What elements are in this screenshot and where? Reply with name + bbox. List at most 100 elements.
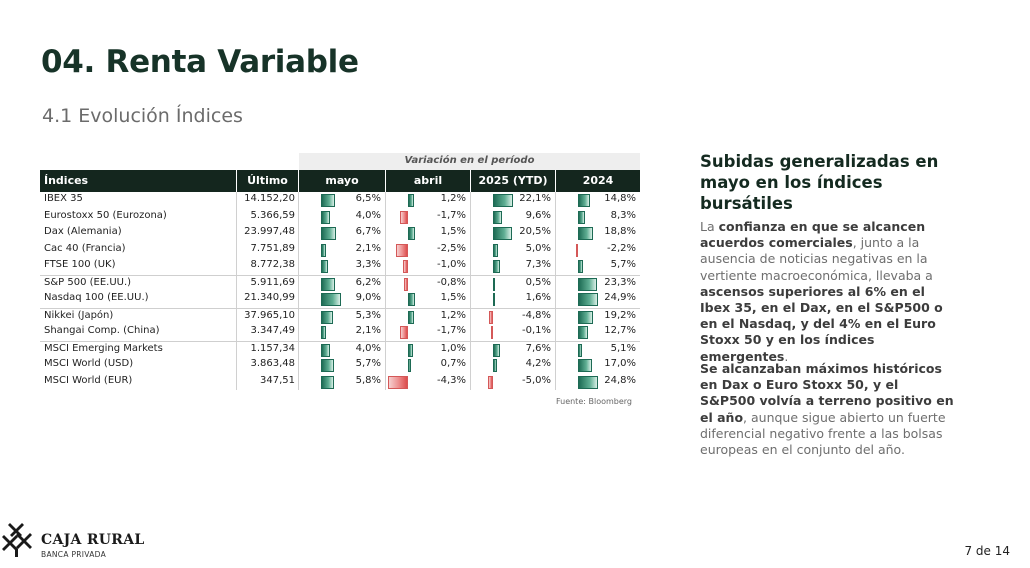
variation-pct: 4,0% — [355, 209, 381, 221]
index-name: Cac 40 (Francia) — [44, 242, 126, 254]
variation-pct: 24,8% — [604, 374, 636, 386]
positive-bar — [408, 227, 415, 240]
last-value: 7.751,89 — [250, 242, 295, 254]
index-name: MSCI World (EUR) — [44, 374, 133, 386]
variation-pct: 17,0% — [604, 358, 636, 369]
positive-bar — [578, 310, 593, 324]
variation-pct: 23,3% — [604, 276, 636, 288]
variation-pct: 1,0% — [440, 342, 466, 354]
variation-cell-ytd: 9,6% — [471, 209, 555, 226]
variation-cell-mayo: 2,1% — [299, 324, 385, 341]
positive-bar — [493, 277, 495, 291]
negative-bar — [403, 260, 408, 273]
index-name: Eurostoxx 50 (Eurozona) — [44, 209, 167, 221]
positive-bar — [578, 326, 588, 339]
side-paragraph-1: La confianza en que se alcancen acuerdos… — [700, 219, 955, 365]
variation-cell-mayo: 5,3% — [299, 309, 385, 326]
variation-pct: 2,1% — [355, 242, 381, 254]
group-header: Variación en el período — [299, 153, 640, 170]
text-segment: . — [784, 348, 789, 364]
variation-cell-y2024: 8,3% — [556, 209, 640, 226]
variation-cell-y2024: 19,2% — [556, 309, 640, 326]
variation-cell-y2024: 12,7% — [556, 324, 640, 341]
table-row: Nikkei (Japón) 37.965,10 5,3% 1,2% -4,8% 19,2… — [40, 307, 640, 326]
variation-pct: -4,8% — [521, 309, 551, 321]
variation-pct: 9,0% — [355, 292, 381, 303]
variation-cell-ytd: 4,2% — [471, 357, 555, 374]
variation-pct: 5,0% — [525, 242, 551, 254]
variation-pct: 19,2% — [604, 309, 636, 321]
variation-cell-mayo: 5,8% — [299, 374, 385, 391]
table-row: IBEX 35 14.152,20 6,5% 1,2% 22,1% 14,8% — [40, 192, 640, 209]
last-value: 23.997,48 — [244, 226, 295, 237]
negative-bar — [488, 375, 493, 389]
variation-cell-abril: -2,5% — [386, 242, 470, 259]
col-header-indices: Índices — [40, 170, 236, 192]
table-row: MSCI World (EUR) 347,51 5,8% -4,3% -5,0% 24,8… — [40, 373, 640, 391]
variation-pct: 20,5% — [519, 226, 551, 237]
section-subtitle: 4.1 Evolución Índices — [42, 105, 243, 127]
variation-pct: 5,8% — [355, 374, 381, 386]
index-name: FTSE 100 (UK) — [44, 259, 116, 270]
text-segment: confianza en que se alcancen acuerdos co… — [700, 219, 926, 251]
variation-pct: 5,7% — [355, 358, 381, 369]
index-name: Nasdaq 100 (EE.UU.) — [44, 292, 149, 303]
index-name: MSCI World (USD) — [44, 358, 134, 369]
variation-cell-abril: -1,0% — [386, 258, 470, 275]
last-value: 14.152,20 — [244, 193, 295, 204]
side-paragraph-2: Se alcanzaban máximos históricos en Dax … — [700, 361, 955, 458]
positive-bar — [493, 194, 513, 207]
variation-cell-ytd: 22,1% — [471, 192, 555, 209]
variation-pct: 5,3% — [355, 309, 381, 321]
variation-cell-y2024: 18,8% — [556, 225, 640, 242]
variation-cell-y2024: 14,8% — [556, 192, 640, 209]
text-segment: , aunque sigue abierto un fuerte diferen… — [700, 409, 946, 458]
logo-name: CAJA RURAL — [41, 532, 145, 548]
variation-pct: 12,7% — [604, 325, 636, 336]
positive-bar — [578, 375, 598, 389]
positive-bar — [578, 293, 598, 306]
text-segment: La — [700, 219, 719, 234]
positive-bar — [578, 343, 582, 357]
variation-pct: 4,2% — [525, 358, 551, 369]
last-value: 5.366,59 — [250, 209, 295, 221]
variation-cell-abril: 0,7% — [386, 357, 470, 374]
variation-pct: 6,5% — [355, 193, 381, 204]
negative-bar — [388, 375, 408, 389]
variation-cell-mayo: 6,5% — [299, 192, 385, 209]
index-name: MSCI Emerging Markets — [44, 342, 163, 354]
positive-bar — [408, 359, 411, 372]
variation-pct: 9,6% — [525, 209, 551, 221]
positive-bar — [321, 227, 336, 240]
caja-rural-logo-icon — [2, 523, 32, 557]
col-header-ytd: 2025 (YTD) — [471, 170, 555, 192]
positive-bar — [578, 359, 592, 372]
positive-bar — [493, 293, 495, 306]
variation-pct: 7,6% — [525, 342, 551, 354]
index-name: Nikkei (Japón) — [44, 309, 114, 321]
variation-pct: -1,7% — [436, 209, 466, 221]
positive-bar — [408, 194, 414, 207]
variation-cell-mayo: 6,7% — [299, 225, 385, 242]
index-name: Shangai Comp. (China) — [44, 325, 160, 336]
variation-pct: -2,5% — [436, 242, 466, 254]
last-value: 5.911,69 — [250, 276, 295, 288]
variation-pct: 18,8% — [604, 226, 636, 237]
negative-bar — [491, 326, 493, 339]
variation-cell-abril: 1,2% — [386, 309, 470, 326]
positive-bar — [578, 277, 597, 291]
variation-cell-ytd: 5,0% — [471, 242, 555, 259]
positive-bar — [321, 326, 326, 339]
variation-pct: -0,8% — [436, 276, 466, 288]
col-header-mayo: mayo — [299, 170, 385, 192]
variation-pct: 0,7% — [440, 358, 466, 369]
variation-cell-abril: 1,5% — [386, 291, 470, 308]
positive-bar — [321, 343, 330, 357]
col-header-abril: abril — [386, 170, 470, 192]
variation-pct: 22,1% — [519, 193, 551, 204]
variation-cell-abril: -1,7% — [386, 324, 470, 341]
positive-bar — [321, 260, 328, 273]
positive-bar — [321, 359, 334, 372]
table-row: Cac 40 (Francia) 7.751,89 2,1% -2,5% 5,0% -2,… — [40, 241, 640, 259]
positive-bar — [578, 227, 593, 240]
